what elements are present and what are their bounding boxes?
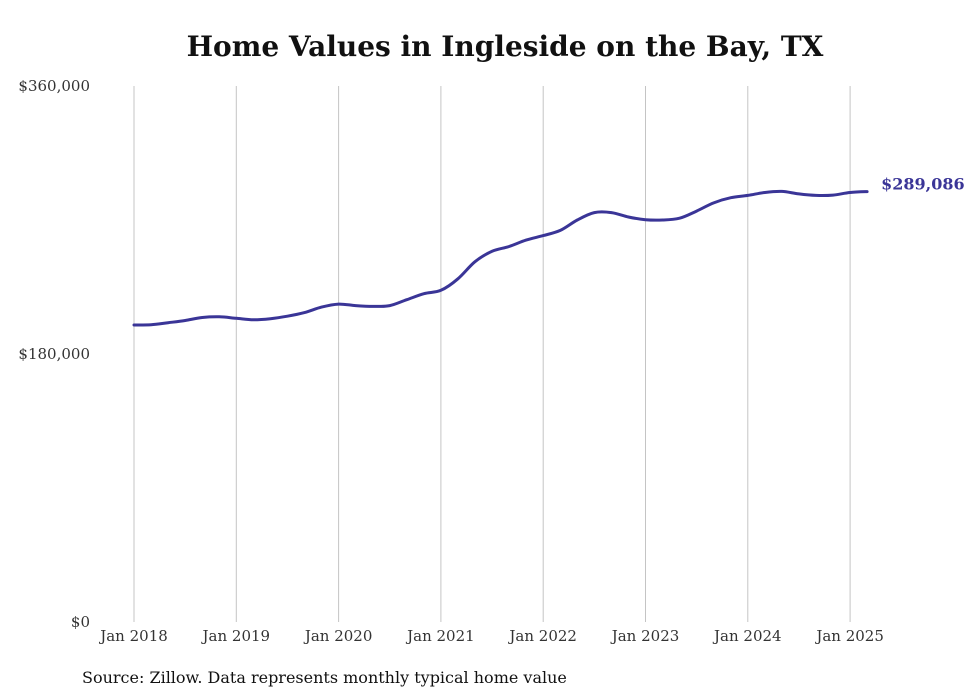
x-tick-label: Jan 2021	[405, 627, 475, 645]
x-tick-label: Jan 2022	[507, 627, 577, 645]
end-value-label: $289,086	[881, 175, 965, 194]
chart-title: Home Values in Ingleside on the Bay, TX	[186, 30, 824, 63]
x-tick-label: Jan 2020	[303, 627, 373, 645]
y-tick-label: $0	[71, 613, 90, 631]
x-tick-label: Jan 2019	[201, 627, 271, 645]
y-tick-label: $180,000	[18, 345, 90, 363]
x-tick-label: Jan 2025	[814, 627, 884, 645]
x-tick-label: Jan 2018	[98, 627, 168, 645]
series-line	[132, 189, 869, 327]
x-tick-label: Jan 2024	[712, 627, 782, 645]
x-tick-label: Jan 2023	[610, 627, 680, 645]
y-tick-label: $360,000	[18, 77, 90, 95]
source-note: Source: Zillow. Data represents monthly …	[82, 668, 567, 687]
